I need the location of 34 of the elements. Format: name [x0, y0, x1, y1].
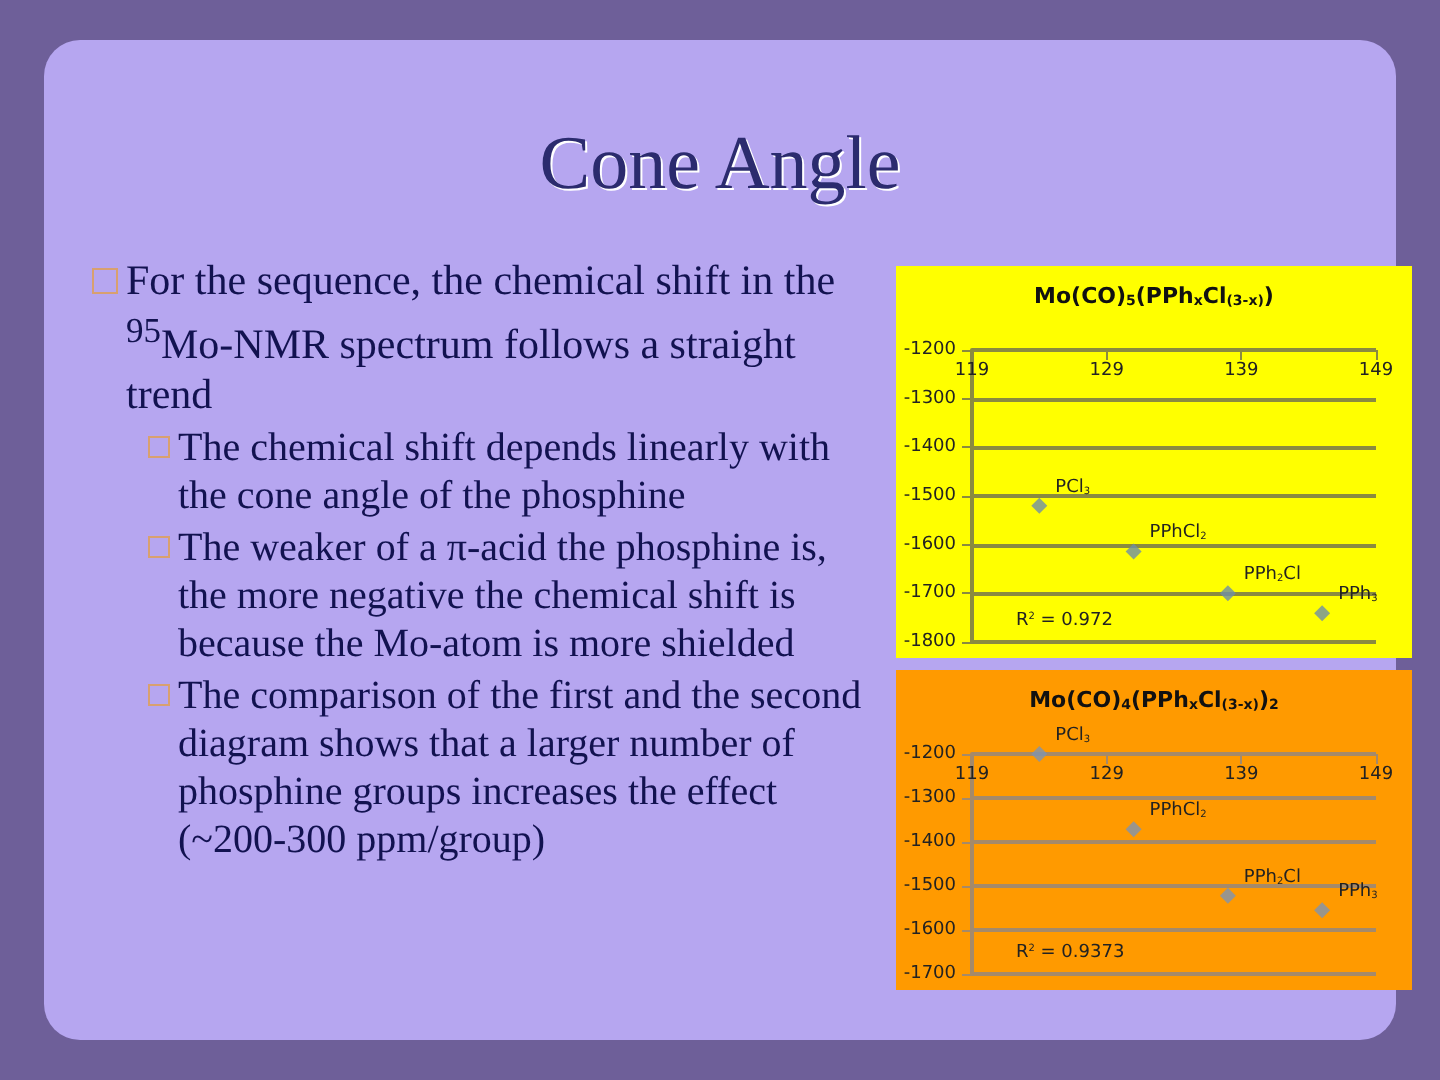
- x-tick-label: 149: [1358, 361, 1394, 381]
- x-tick-label: 139: [1224, 765, 1260, 785]
- point: [1219, 887, 1236, 904]
- y-tick-label: -1500: [903, 486, 957, 506]
- y-tick-label: -1400: [903, 437, 957, 458]
- y-tick-label: -1400: [903, 832, 957, 852]
- point: [1314, 605, 1331, 622]
- y-tick-label: -1300: [903, 788, 957, 808]
- y-tick-label: -1600: [903, 920, 957, 940]
- point: [1219, 585, 1236, 602]
- x-tick-label: 149: [1358, 765, 1394, 785]
- y-tick-label: -1200: [903, 340, 957, 360]
- y-tick-label: -1800: [903, 632, 957, 652]
- text: The comparison of the first and the second diagram shows that a larger number of phosphine groups increases the effect (~200-300 ppm/group): [178, 672, 864, 864]
- x-tick-label: 139: [1224, 361, 1260, 381]
- x-tick-label: 129: [1089, 765, 1125, 785]
- y-tick-label: -1500: [903, 876, 957, 896]
- point: [1031, 746, 1048, 762]
- point: [1125, 543, 1142, 560]
- y-tick-label: -1700: [903, 964, 957, 984]
- point: [1314, 902, 1331, 919]
- text: The weaker of a π-acid the phosphine is, the more negative the chemical shift is because the Mo-atom is more shielded: [178, 524, 829, 668]
- point: [1125, 821, 1142, 838]
- text: The chemical shift depends linearly with the cone angle of the phosphine: [178, 424, 833, 520]
- point: [1031, 497, 1048, 514]
- y-tick-label: -1600: [903, 534, 957, 555]
- y-tick-label: -1300: [903, 388, 957, 409]
- text: Cone Angle: [537, 120, 903, 208]
- text: For the sequence, the chemical shift in the $^{95}$Mo-NMR spectrum follows a straight trend: [126, 256, 838, 420]
- x-tick-label: 119: [954, 765, 990, 785]
- y-tick-label: -1200: [903, 744, 957, 764]
- x-tick-label: 129: [1089, 361, 1125, 381]
- y-tick-label: -1700: [903, 583, 957, 604]
- x-tick-label: 119: [954, 361, 990, 381]
